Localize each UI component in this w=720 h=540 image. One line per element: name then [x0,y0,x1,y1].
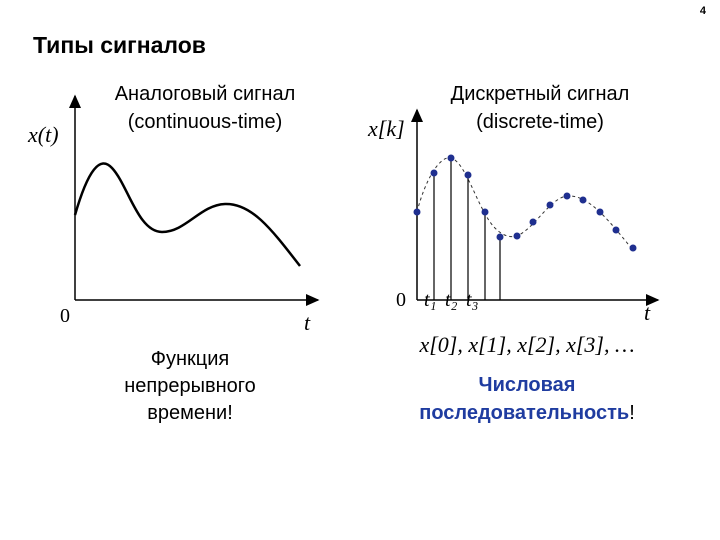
title: Типы сигналов [33,32,206,58]
caption-line: непрерывного [124,375,256,397]
subheading: (continuous-time) [128,111,283,133]
caption-line: времени! [147,402,233,424]
caption-line: Функция [151,348,229,370]
y-axis-label: x[k] [367,116,405,141]
signal-curve [73,162,301,267]
caption-mark: ! [629,402,635,424]
y-axis-label: x(t) [27,122,59,147]
analog-panel: Аналоговый сигнал (continuous-time) x(t)… [27,83,320,424]
discrete-panel: Дискретный сигнал (discrete-time) x[k] 0… [367,83,660,424]
caption-line: последовательность! [419,402,635,424]
stems [433,158,501,300]
x-axis-label: t [304,310,311,335]
time-label: t₁ [424,289,437,311]
page-number: 4 [700,5,707,17]
caption-word: последовательность [419,402,629,424]
origin-label: 0 [60,305,70,327]
envelope [416,157,634,251]
time-label: t₂ [445,289,458,311]
samples [413,154,637,252]
origin-label: 0 [396,289,406,311]
heading: Дискретный сигнал [451,83,630,105]
heading: Аналоговый сигнал [115,83,296,105]
time-label: t₃ [466,289,479,311]
subheading: (discrete-time) [476,111,604,133]
caption-line: Числовая [479,374,576,396]
x-axis-label: t [644,300,651,325]
sequence: x[0], x[1], x[2], x[3], … [418,332,634,357]
